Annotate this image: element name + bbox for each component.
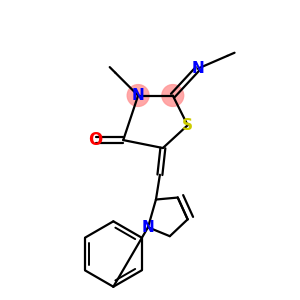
Circle shape [162,85,184,106]
Text: N: N [191,61,204,76]
Text: N: N [132,88,145,103]
Text: N: N [142,220,154,235]
Text: O: O [88,131,103,149]
Text: S: S [182,118,193,133]
Circle shape [127,85,149,106]
